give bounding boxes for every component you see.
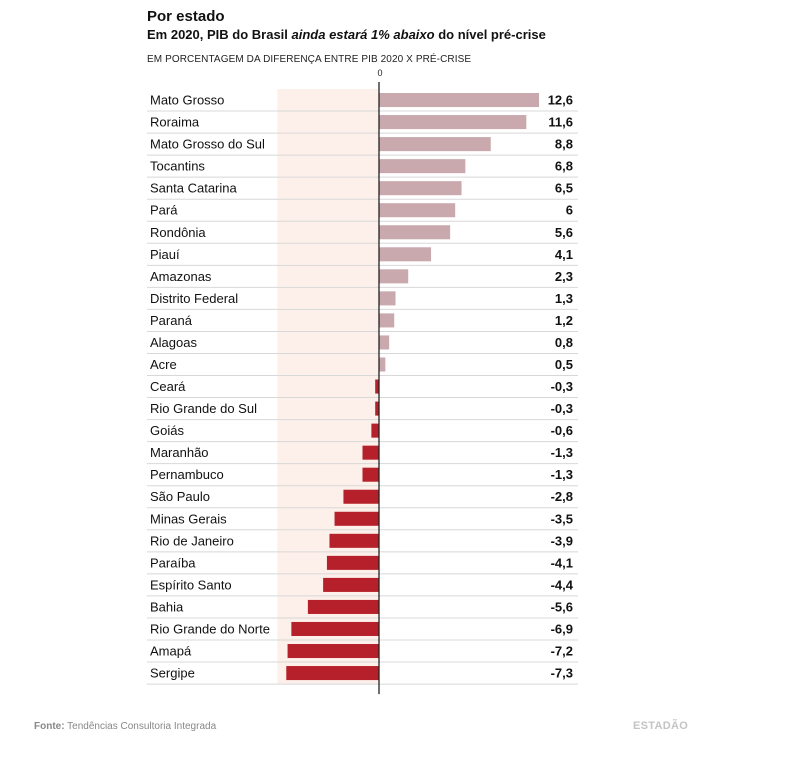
bar <box>379 137 491 152</box>
value-label: -2,8 <box>551 489 573 504</box>
bar <box>329 533 379 548</box>
value-label: -3,9 <box>551 533 573 548</box>
category-label: Alagoas <box>150 335 197 350</box>
bar <box>379 357 386 372</box>
value-label: -0,3 <box>551 379 573 394</box>
category-label: Tocantins <box>150 159 205 174</box>
category-label: Paraná <box>150 313 193 328</box>
bar <box>379 269 409 284</box>
bar <box>343 489 379 504</box>
category-label: Pernambuco <box>150 467 224 482</box>
category-label: Ceará <box>150 379 186 394</box>
value-label: 0,5 <box>555 357 573 372</box>
bar <box>379 115 527 130</box>
category-label: Rondônia <box>150 225 206 240</box>
bar <box>287 644 379 659</box>
subtitle-prefix: Em 2020, PIB do Brasil <box>147 27 292 42</box>
bar <box>379 247 432 262</box>
bar <box>379 335 390 350</box>
bar <box>371 423 379 438</box>
bar <box>323 577 379 592</box>
category-label: Amapá <box>150 644 192 659</box>
bar <box>362 467 379 482</box>
category-label: Piauí <box>150 247 180 262</box>
chart-title: Por estado <box>147 8 225 25</box>
value-label: 5,6 <box>555 225 573 240</box>
value-label: -0,3 <box>551 401 573 416</box>
value-label: 2,3 <box>555 269 573 284</box>
value-label: -7,3 <box>551 666 573 681</box>
category-label: Paraíba <box>150 555 196 570</box>
source-note: Fonte: Tendências Consultoria Integrada <box>34 721 216 732</box>
value-label: 1,2 <box>555 313 573 328</box>
axis-description: EM PORCENTAGEM DA DIFERENÇA ENTRE PIB 20… <box>147 54 472 65</box>
value-label: 1,3 <box>555 291 573 306</box>
value-label: -4,4 <box>551 577 574 592</box>
value-label: 4,1 <box>555 247 573 262</box>
bar <box>379 225 451 240</box>
category-label: Roraima <box>150 115 200 130</box>
category-label: Rio Grande do Norte <box>150 621 270 636</box>
bar <box>375 379 379 394</box>
value-label: -0,6 <box>551 423 573 438</box>
value-label: -5,6 <box>551 599 573 614</box>
value-label: 8,8 <box>555 137 573 152</box>
value-label: 0,8 <box>555 335 573 350</box>
category-label: Maranhão <box>150 445 209 460</box>
category-label: Rio de Janeiro <box>150 533 234 548</box>
category-label: Minas Gerais <box>150 511 227 526</box>
subtitle-suffix: do nível pré-crise <box>434 27 546 42</box>
negative-region-shade <box>277 89 379 685</box>
category-label: Pará <box>150 203 178 218</box>
category-label: Santa Catarina <box>150 181 237 196</box>
category-label: Acre <box>150 357 177 372</box>
bar <box>379 203 456 218</box>
subtitle-emphasis: ainda estará 1% abaixo <box>291 27 435 42</box>
bar <box>379 181 462 196</box>
category-label: Sergipe <box>150 666 195 681</box>
bar <box>379 313 395 328</box>
value-label: -3,5 <box>551 511 573 526</box>
value-label: -1,3 <box>551 445 573 460</box>
category-label: São Paulo <box>150 489 210 504</box>
value-label: -4,1 <box>551 555 573 570</box>
category-label: Mato Grosso do Sul <box>150 137 265 152</box>
category-label: Distrito Federal <box>150 291 238 306</box>
category-label: Mato Grosso <box>150 93 224 108</box>
bar <box>379 93 540 108</box>
value-label: 6,5 <box>555 181 573 196</box>
category-label: Goiás <box>150 423 184 438</box>
bar <box>326 555 379 570</box>
value-label: 11,6 <box>548 115 573 130</box>
brand-logo: ESTADÃO <box>633 720 689 732</box>
category-label: Amazonas <box>150 269 212 284</box>
value-label: 6,8 <box>555 159 573 174</box>
bar <box>379 291 396 306</box>
bar <box>307 599 379 614</box>
category-label: Rio Grande do Sul <box>150 401 257 416</box>
bar <box>362 445 379 460</box>
category-label: Espírito Santo <box>150 577 232 592</box>
bar <box>291 621 379 636</box>
value-label: -7,2 <box>551 644 573 659</box>
zero-axis-label: 0 <box>377 68 383 78</box>
bar <box>375 401 379 416</box>
bar <box>286 666 379 681</box>
value-label: 12,6 <box>548 93 573 108</box>
source-label: Fonte: <box>34 721 65 732</box>
bar <box>379 159 466 174</box>
chart-subtitle: Em 2020, PIB do Brasil ainda estará 1% a… <box>147 27 546 42</box>
value-label: -1,3 <box>551 467 573 482</box>
value-label: -6,9 <box>551 621 573 636</box>
category-label: Bahia <box>150 599 184 614</box>
bar <box>334 511 379 526</box>
value-label: 6 <box>566 203 573 218</box>
source-text: Tendências Consultoria Integrada <box>64 721 217 732</box>
